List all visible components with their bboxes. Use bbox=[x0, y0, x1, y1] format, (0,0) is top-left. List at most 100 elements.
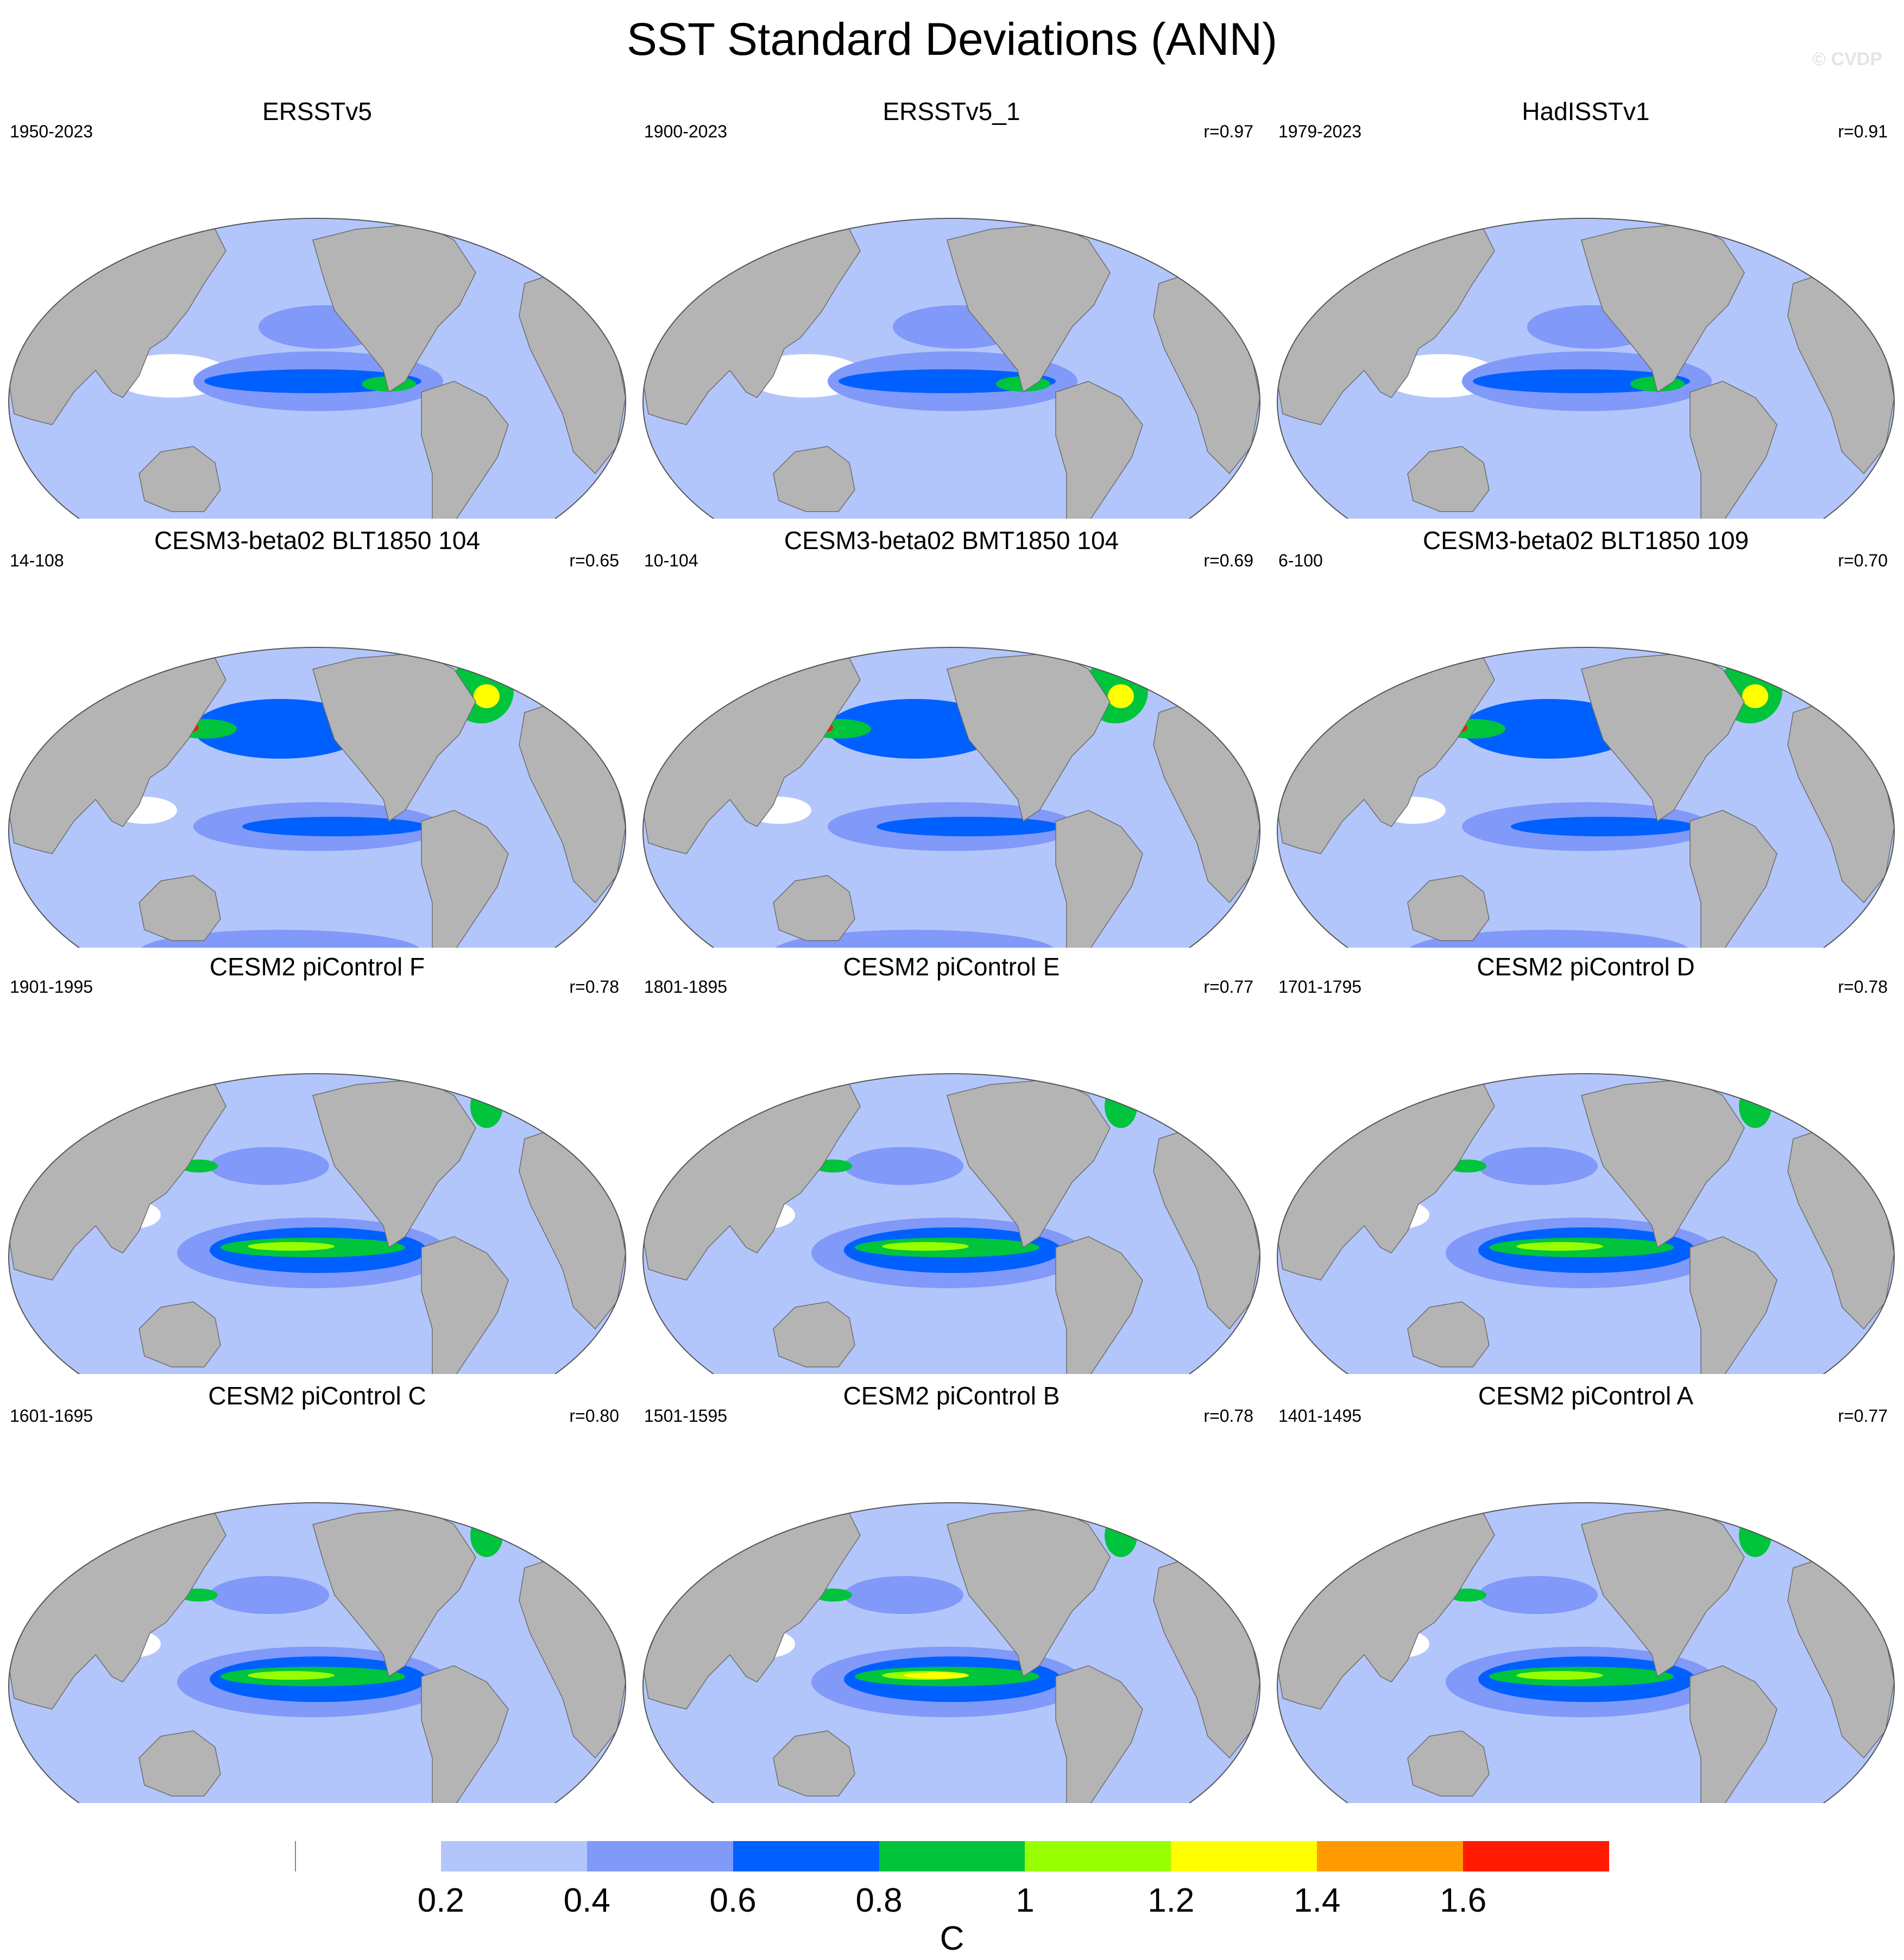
enso-peak bbox=[882, 1242, 969, 1251]
kuroshio-extension-variance bbox=[828, 699, 1001, 759]
panel-period: 14-108 bbox=[10, 551, 64, 570]
panel-title: ERSSTv5_1 bbox=[882, 97, 1020, 125]
land-mass bbox=[1689, 381, 1777, 519]
panel-period: 1601-1695 bbox=[10, 1406, 93, 1426]
kuroshio-extension-variance bbox=[1478, 1147, 1598, 1185]
gulf-stream-core bbox=[470, 1085, 503, 1128]
land-mass bbox=[1055, 1236, 1143, 1374]
panel-period: 1901-1995 bbox=[10, 977, 93, 997]
land-mass bbox=[773, 1301, 855, 1367]
panel-title: HadISSTv1 bbox=[1522, 97, 1650, 125]
map-outline bbox=[1277, 647, 1895, 948]
colorbar-tick-label: 0.2 bbox=[417, 1882, 464, 1919]
map-panel: HadISSTv1 1979-2023 r=0.91 bbox=[1269, 92, 1903, 519]
colorbar-tick-label: 0.4 bbox=[563, 1882, 610, 1919]
map-outline bbox=[8, 1502, 626, 1803]
land-mass bbox=[773, 1730, 855, 1797]
kuroshio-extension-variance bbox=[1462, 699, 1636, 759]
map-panel: CESM3-beta02 BLT1850 104 14-108 r=0.65 bbox=[0, 521, 634, 948]
colorbar-tick-label: 1.6 bbox=[1440, 1882, 1487, 1919]
sst-stddev-map bbox=[8, 1073, 626, 1374]
kuroshio-extension-variance bbox=[193, 699, 367, 759]
sst-stddev-map bbox=[1277, 647, 1895, 948]
panel-period: 1701-1795 bbox=[1278, 977, 1362, 997]
land-mass bbox=[138, 1301, 221, 1367]
panel-title: CESM3-beta02 BLT1850 109 bbox=[1422, 526, 1749, 554]
map-outline bbox=[642, 647, 1260, 948]
map-panel: CESM2 piControl E 1801-1895 r=0.77 bbox=[634, 948, 1269, 1374]
colorbar-swatch bbox=[587, 1841, 733, 1871]
map-outline bbox=[1277, 1073, 1895, 1374]
land-mass bbox=[138, 446, 221, 512]
southern-ocean-variance bbox=[139, 930, 421, 948]
map-panel: CESM3-beta02 BLT1850 109 6-100 r=0.70 bbox=[1269, 521, 1903, 948]
land-mass bbox=[1407, 1730, 1490, 1797]
map-panel: ERSSTv5 1950-2023 bbox=[0, 92, 634, 519]
gulf-stream-core bbox=[1108, 684, 1134, 708]
panel-pattern-correlation: r=0.69 bbox=[1203, 551, 1253, 570]
panel-pattern-correlation: r=0.91 bbox=[1838, 122, 1888, 141]
colorbar-swatch bbox=[440, 1841, 587, 1871]
colorbar-tick-label: 0.6 bbox=[709, 1882, 756, 1919]
panel-title: CESM2 piControl E bbox=[843, 953, 1060, 981]
map-outline bbox=[8, 218, 626, 519]
kuroshio-extension-variance bbox=[844, 1147, 963, 1185]
enso-tongue bbox=[1511, 817, 1695, 836]
kuroshio-extension-variance bbox=[210, 1147, 329, 1185]
panel-period: 1900-2023 bbox=[644, 122, 728, 141]
map-outline bbox=[1277, 218, 1895, 519]
southern-ocean-variance bbox=[1408, 930, 1690, 948]
colorbar bbox=[295, 1841, 1609, 1871]
land-mass bbox=[1055, 1665, 1143, 1803]
land-mass bbox=[421, 1665, 509, 1803]
land-mass bbox=[1407, 1301, 1490, 1367]
enso-max bbox=[904, 1672, 969, 1679]
colorbar-tick-label: 0.8 bbox=[855, 1882, 903, 1919]
sst-stddev-map bbox=[1277, 218, 1895, 519]
gulf-stream-core bbox=[1739, 1085, 1771, 1128]
panel-pattern-correlation: r=0.77 bbox=[1838, 1406, 1888, 1426]
land-mass bbox=[421, 1236, 509, 1374]
panel-title: CESM2 piControl F bbox=[209, 953, 425, 981]
panel-period: 6-100 bbox=[1278, 551, 1323, 570]
sst-stddev-map bbox=[1277, 1073, 1895, 1374]
panel-title: ERSSTv5 bbox=[262, 97, 372, 125]
land-mass bbox=[1689, 810, 1777, 948]
colorbar-tick-label: 1.4 bbox=[1294, 1882, 1341, 1919]
panel-title: CESM3-beta02 BMT1850 104 bbox=[784, 526, 1119, 554]
land-mass bbox=[1689, 1236, 1777, 1374]
map-outline bbox=[8, 1073, 626, 1374]
panel-pattern-correlation: r=0.77 bbox=[1203, 977, 1253, 997]
enso-tongue bbox=[242, 817, 427, 836]
sst-stddev-map bbox=[642, 218, 1260, 519]
enso-peak bbox=[1516, 1671, 1603, 1680]
sst-stddev-map bbox=[8, 218, 626, 519]
panel-pattern-correlation: r=0.78 bbox=[569, 977, 619, 997]
map-outline bbox=[1277, 1502, 1895, 1803]
panel-pattern-correlation: r=0.80 bbox=[569, 1406, 619, 1426]
land-mass bbox=[421, 381, 509, 519]
sst-stddev-map bbox=[642, 647, 1260, 948]
sst-stddev-map bbox=[1277, 1502, 1895, 1803]
map-outline bbox=[8, 647, 626, 948]
southern-ocean-variance bbox=[773, 930, 1056, 948]
colorbar-unit-label: C bbox=[940, 1920, 964, 1957]
map-outline bbox=[642, 218, 1260, 519]
map-panel: CESM2 piControl A 1401-1495 r=0.77 bbox=[1269, 1377, 1903, 1803]
panel-pattern-correlation: r=0.65 bbox=[569, 551, 619, 570]
panel-pattern-correlation: r=0.78 bbox=[1838, 977, 1888, 997]
land-mass bbox=[138, 1730, 221, 1797]
panel-pattern-correlation: r=0.97 bbox=[1203, 122, 1253, 141]
colorbar-swatch bbox=[1317, 1841, 1464, 1871]
colorbar-swatch bbox=[733, 1841, 879, 1871]
enso-peak bbox=[1516, 1242, 1603, 1251]
land-mass bbox=[421, 810, 509, 948]
map-outline bbox=[642, 1073, 1260, 1374]
watermark: © CVDP bbox=[1812, 49, 1882, 70]
map-panel: CESM2 piControl C 1601-1695 r=0.80 bbox=[0, 1377, 634, 1803]
enso-tongue bbox=[877, 817, 1061, 836]
panel-pattern-correlation: r=0.78 bbox=[1203, 1406, 1253, 1426]
gulf-stream-core bbox=[474, 684, 500, 708]
kuroshio-extension-variance bbox=[210, 1576, 329, 1614]
map-panel: CESM2 piControl B 1501-1595 r=0.78 bbox=[634, 1377, 1269, 1803]
